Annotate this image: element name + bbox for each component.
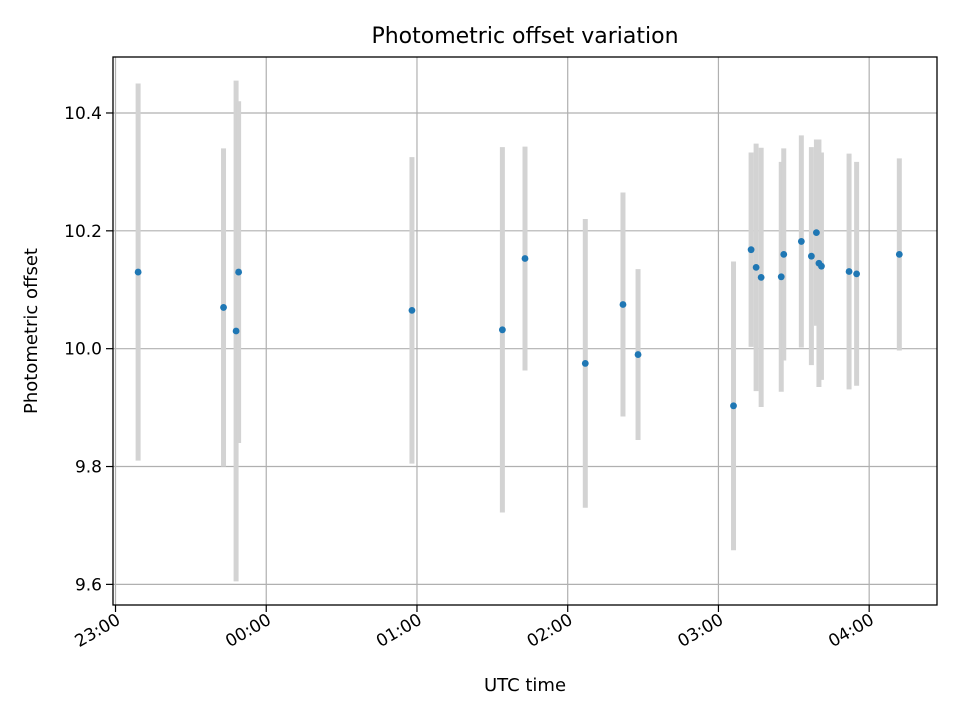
y-tick-label: 10.2	[64, 222, 102, 242]
data-point	[498, 326, 506, 334]
data-point	[845, 268, 853, 275]
data-points	[134, 229, 903, 410]
y-axis-label: Photometric offset	[21, 248, 42, 414]
data-point	[752, 263, 760, 271]
data-point	[747, 246, 755, 254]
y-tick-label: 10.0	[64, 340, 102, 360]
data-point	[235, 268, 243, 276]
plot-frame	[112, 56, 938, 606]
y-tick-label: 9.6	[75, 575, 102, 595]
data-point	[853, 270, 861, 278]
data-point	[619, 301, 627, 308]
data-point	[780, 250, 788, 258]
data-point	[813, 229, 820, 236]
data-point	[220, 304, 227, 311]
data-point	[581, 360, 589, 367]
data-point	[797, 238, 805, 245]
data-point	[895, 250, 903, 258]
data-point	[818, 262, 825, 270]
data-point	[807, 252, 815, 260]
data-point	[134, 268, 142, 276]
chart-title: Photometric offset variation	[371, 24, 678, 49]
x-axis-label: UTC time	[484, 675, 566, 696]
data-point	[232, 327, 240, 335]
data-point	[730, 402, 737, 410]
y-axis-ticks: 9.6 9.8 10.0 10.2 10.4	[64, 104, 113, 595]
data-point	[634, 351, 642, 358]
data-point	[777, 273, 785, 281]
data-point	[521, 255, 529, 262]
y-tick-label: 9.8	[75, 458, 102, 478]
y-tick-label: 10.4	[64, 104, 102, 124]
data-point	[408, 306, 416, 314]
data-point	[757, 273, 765, 281]
